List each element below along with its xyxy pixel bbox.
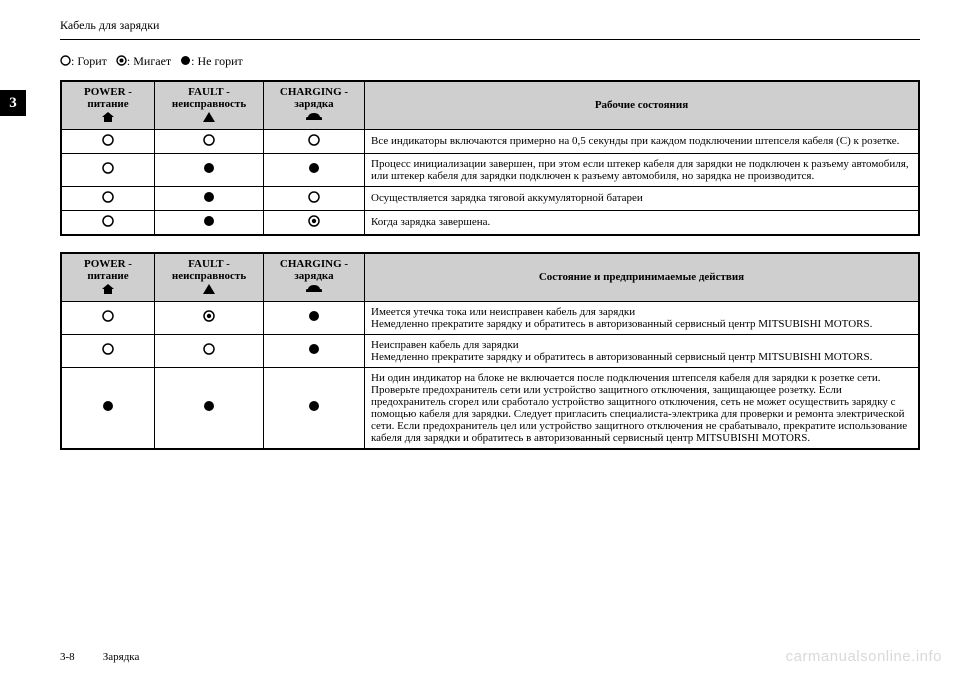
indicator-cell — [264, 367, 365, 449]
table-row: Неисправен кабель для зарядкиНемедленно … — [61, 334, 919, 367]
indicator-off-icon — [308, 400, 320, 415]
indicator-lit-icon — [102, 191, 114, 206]
footer-section: Зарядка — [103, 651, 140, 663]
indicator-lit-icon — [308, 134, 320, 149]
indicator-cell — [61, 367, 155, 449]
indicator-off-icon — [102, 400, 114, 415]
indicator-lit-icon — [102, 215, 114, 230]
description-cell: Имеется утечка тока или неисправен кабел… — [365, 301, 920, 334]
indicator-off-icon — [308, 162, 320, 177]
indicator-lit-icon — [203, 134, 215, 149]
car-icon — [306, 284, 322, 296]
indicator-cell — [264, 129, 365, 153]
legend-lit-text: : Горит — [71, 54, 107, 68]
indicator-blink-icon — [203, 310, 215, 325]
indicator-cell — [264, 301, 365, 334]
legend-blink-icon — [116, 55, 127, 70]
indicator-cell — [155, 334, 264, 367]
status-table-1: POWER - питание FAULT - неисправность CH… — [60, 80, 920, 236]
house-icon — [102, 284, 114, 297]
indicator-cell — [61, 301, 155, 334]
indicator-off-icon — [308, 310, 320, 325]
indicator-cell — [155, 129, 264, 153]
indicator-cell — [264, 334, 365, 367]
warning-icon — [203, 284, 215, 297]
t2-head-charging: CHARGING - зарядка — [264, 253, 365, 302]
indicator-lit-icon — [203, 343, 215, 358]
indicator-cell — [264, 153, 365, 186]
legend-lit-icon — [60, 55, 71, 70]
indicator-cell — [155, 367, 264, 449]
description-cell: Все индикаторы включаются примерно на 0,… — [365, 129, 920, 153]
indicator-off-icon — [203, 162, 215, 177]
indicator-cell — [155, 186, 264, 210]
table-row: Имеется утечка тока или неисправен кабел… — [61, 301, 919, 334]
indicator-cell — [61, 129, 155, 153]
table-row: Ни один индикатор на блоке не включается… — [61, 367, 919, 449]
indicator-cell — [61, 210, 155, 235]
t2-head-fault: FAULT - неисправность — [155, 253, 264, 302]
indicator-cell — [61, 186, 155, 210]
indicator-cell — [155, 301, 264, 334]
status-table-2: POWER - питание FAULT - неисправность CH… — [60, 252, 920, 450]
indicator-cell — [61, 334, 155, 367]
warning-icon — [203, 112, 215, 125]
table-row: Все индикаторы включаются примерно на 0,… — [61, 129, 919, 153]
description-cell: Ни один индикатор на блоке не включается… — [365, 367, 920, 449]
watermark: carmanualsonline.info — [786, 648, 942, 665]
t2-body: Имеется утечка тока или неисправен кабел… — [61, 301, 919, 449]
indicator-lit-icon — [102, 343, 114, 358]
car-icon — [306, 112, 322, 124]
header-rule — [60, 39, 920, 40]
page-header-title: Кабель для зарядки — [60, 18, 920, 33]
legend-blink-text: : Мигает — [127, 54, 171, 68]
t1-head-fault: FAULT - неисправность — [155, 81, 264, 130]
table-row: Когда зарядка завершена. — [61, 210, 919, 235]
legend-line: : Горит : Мигает : Не горит — [60, 54, 920, 70]
t1-head-charging: CHARGING - зарядка — [264, 81, 365, 130]
indicator-off-icon — [203, 191, 215, 206]
t1-body: Все индикаторы включаются примерно на 0,… — [61, 129, 919, 235]
indicator-lit-icon — [102, 134, 114, 149]
page-footer: 3-8 Зарядка — [60, 651, 139, 663]
table-row: Процесс инициализации завершен, при этом… — [61, 153, 919, 186]
house-icon — [102, 112, 114, 125]
legend-off-icon — [180, 55, 191, 70]
t2-head-power: POWER - питание — [61, 253, 155, 302]
indicator-cell — [155, 210, 264, 235]
description-cell: Когда зарядка завершена. — [365, 210, 920, 235]
indicator-cell — [155, 153, 264, 186]
indicator-lit-icon — [308, 191, 320, 206]
t1-head-power: POWER - питание — [61, 81, 155, 130]
legend-off-text: : Не горит — [191, 54, 243, 68]
indicator-cell — [264, 186, 365, 210]
t2-head-state: Состояние и предпринимаемые действия — [365, 253, 920, 302]
description-cell: Процесс инициализации завершен, при этом… — [365, 153, 920, 186]
footer-page-number: 3-8 — [60, 651, 100, 663]
description-cell: Осуществляется зарядка тяговой аккумулят… — [365, 186, 920, 210]
indicator-off-icon — [203, 400, 215, 415]
indicator-cell — [264, 210, 365, 235]
indicator-blink-icon — [308, 215, 320, 230]
t1-head-state: Рабочие состояния — [365, 81, 920, 130]
description-cell: Неисправен кабель для зарядкиНемедленно … — [365, 334, 920, 367]
table-row: Осуществляется зарядка тяговой аккумулят… — [61, 186, 919, 210]
indicator-lit-icon — [102, 310, 114, 325]
section-tab: 3 — [0, 90, 26, 116]
indicator-off-icon — [203, 215, 215, 230]
indicator-off-icon — [308, 343, 320, 358]
indicator-cell — [61, 153, 155, 186]
indicator-lit-icon — [102, 162, 114, 177]
